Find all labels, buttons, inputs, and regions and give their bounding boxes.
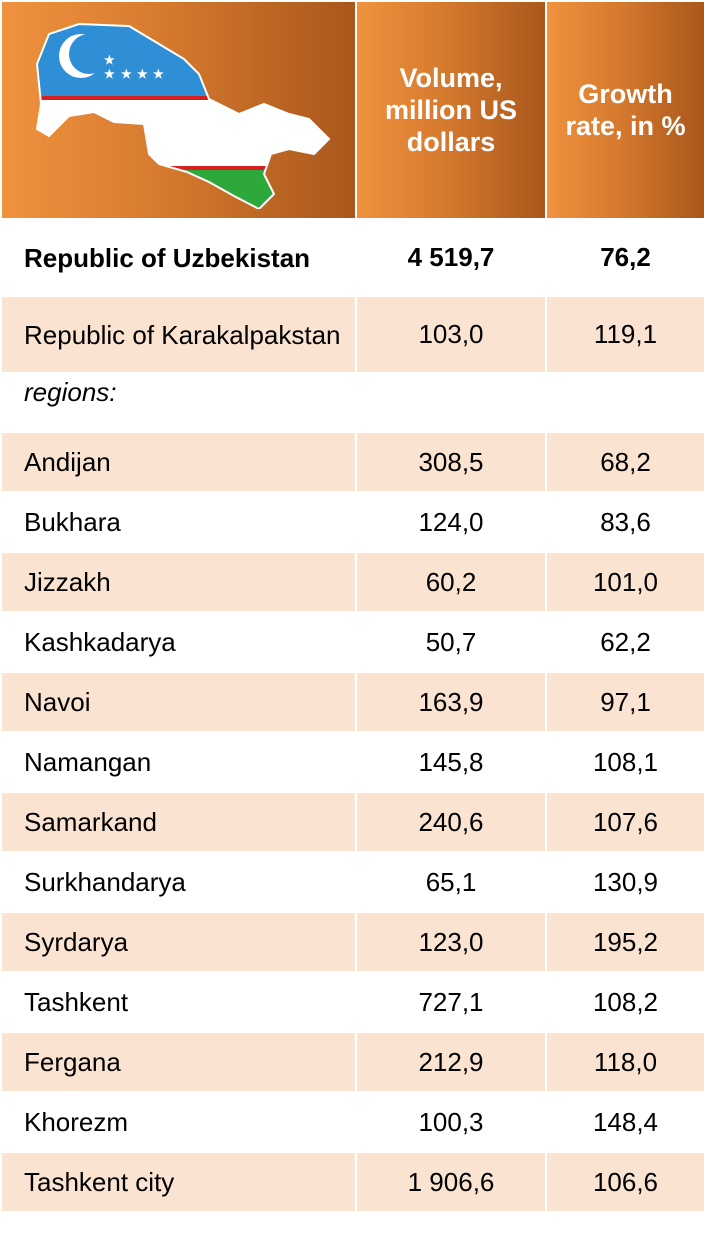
cell-value: 106,6 xyxy=(545,1151,704,1213)
cell-value: 308,5 xyxy=(355,431,547,493)
svg-text:★: ★ xyxy=(137,67,148,81)
table-row: Andijan 308,5 68,2 xyxy=(0,431,704,493)
row-label: Republic of Uzbekistan xyxy=(0,218,357,297)
svg-text:★: ★ xyxy=(121,67,132,81)
row-label: regions: xyxy=(0,372,704,433)
table-row: Khorezm 100,3 148,4 xyxy=(0,1091,704,1153)
table-row: Samarkand 240,6 107,6 xyxy=(0,791,704,853)
table-row: Tashkent city 1 906,6 106,6 xyxy=(0,1151,704,1213)
cell-value: 212,9 xyxy=(355,1031,547,1093)
cell-value: 97,1 xyxy=(545,671,704,733)
table-row: Navoi 163,9 97,1 xyxy=(0,671,704,733)
cell-value: 76,2 xyxy=(545,218,704,297)
table-row: Surkhandarya 65,1 130,9 xyxy=(0,851,704,913)
cell-value: 60,2 xyxy=(355,551,547,613)
map-cell: ★ ★ ★ ★ ★ xyxy=(0,0,357,220)
cell-value: 83,6 xyxy=(545,491,704,553)
row-label: Fergana xyxy=(0,1031,357,1093)
table-row: Republic of Uzbekistan 4 519,7 76,2 xyxy=(0,218,704,297)
svg-text:★: ★ xyxy=(104,67,115,81)
table-row: Tashkent 727,1 108,2 xyxy=(0,971,704,1033)
row-label: Surkhandarya xyxy=(0,851,357,913)
table-row: Jizzakh 60,2 101,0 xyxy=(0,551,704,613)
header-row: ★ ★ ★ ★ ★ Volume, million US dollars Growth … xyxy=(0,0,704,220)
row-label: Samarkand xyxy=(0,791,357,853)
column-header: Volume, million US dollars xyxy=(355,0,547,220)
cell-value: 68,2 xyxy=(545,431,704,493)
row-label: Jizzakh xyxy=(0,551,357,613)
cell-value: 100,3 xyxy=(355,1091,547,1153)
table-row: Bukhara 124,0 83,6 xyxy=(0,491,704,553)
cell-value: 101,0 xyxy=(545,551,704,613)
table-row: Republic of Karakalpakstan 103,0 119,1 xyxy=(0,295,704,374)
cell-value: 65,1 xyxy=(355,851,547,913)
cell-value: 195,2 xyxy=(545,911,704,973)
uzbekistan-map: ★★ ★ ★★ xyxy=(35,22,330,211)
cell-value: 118,0 xyxy=(545,1031,704,1093)
row-label: Andijan xyxy=(0,431,357,493)
row-label: Tashkent xyxy=(0,971,357,1033)
row-label: Tashkent city xyxy=(0,1151,357,1213)
cell-value: 108,2 xyxy=(545,971,704,1033)
cell-value: 727,1 xyxy=(355,971,547,1033)
data-table: ★ ★ ★ ★ ★ Volume, million US dollars Growth … xyxy=(0,0,704,1213)
cell-value: 4 519,7 xyxy=(355,218,547,297)
svg-text:★: ★ xyxy=(153,67,164,81)
cell-value: 1 906,6 xyxy=(355,1151,547,1213)
svg-text:★: ★ xyxy=(104,53,115,67)
cell-value: 124,0 xyxy=(355,491,547,553)
cell-value: 50,7 xyxy=(355,611,547,673)
table-row: Fergana 212,9 118,0 xyxy=(0,1031,704,1093)
table-row: regions: xyxy=(0,372,704,433)
cell-value: 119,1 xyxy=(545,295,704,374)
row-label: Khorezm xyxy=(0,1091,357,1153)
table-body: Republic of Uzbekistan 4 519,7 76,2 Republi… xyxy=(0,218,704,1213)
row-label: Namangan xyxy=(0,731,357,793)
table-row: Namangan 145,8 108,1 xyxy=(0,731,704,793)
row-label: Syrdarya xyxy=(0,911,357,973)
row-label: Bukhara xyxy=(0,491,357,553)
cell-value: 130,9 xyxy=(545,851,704,913)
cell-value: 107,6 xyxy=(545,791,704,853)
row-label: Kashkadarya xyxy=(0,611,357,673)
cell-value: 103,0 xyxy=(355,295,547,374)
cell-value: 108,1 xyxy=(545,731,704,793)
column-header: Growth rate, in % xyxy=(545,0,704,220)
table-row: Syrdarya 123,0 195,2 xyxy=(0,911,704,973)
cell-value: 163,9 xyxy=(355,671,547,733)
cell-value: 145,8 xyxy=(355,731,547,793)
cell-value: 123,0 xyxy=(355,911,547,973)
row-label: Navoi xyxy=(0,671,357,733)
cell-value: 240,6 xyxy=(355,791,547,853)
cell-value: 148,4 xyxy=(545,1091,704,1153)
row-label: Republic of Karakalpakstan xyxy=(0,295,357,374)
table-row: Kashkadarya 50,7 62,2 xyxy=(0,611,704,673)
cell-value: 62,2 xyxy=(545,611,704,673)
